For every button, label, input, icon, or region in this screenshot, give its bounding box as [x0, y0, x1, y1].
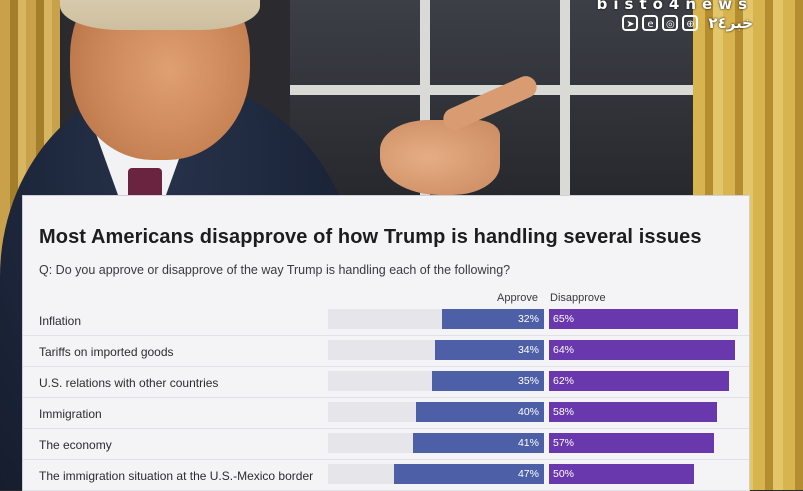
- approve-bar: 35%: [432, 371, 544, 391]
- chart-card: Most Americans disapprove of how Trump i…: [23, 196, 749, 491]
- instagram-icon: ◎: [662, 15, 679, 31]
- approve-value-label: 35%: [517, 375, 539, 387]
- approve-bar: 41%: [412, 433, 544, 453]
- category-label: Immigration: [39, 407, 102, 421]
- approve-value-label: 41%: [517, 437, 539, 449]
- legend-disapprove: Disapprove: [550, 292, 606, 304]
- disapprove-bar: 50%: [549, 464, 694, 484]
- disapprove-value-label: 58%: [553, 406, 575, 418]
- disapprove-bar: 64%: [549, 340, 735, 360]
- approve-bar: 40%: [416, 402, 544, 422]
- category-label: The economy: [39, 438, 112, 452]
- chart-subtitle: Q: Do you approve or disapprove of the w…: [39, 263, 511, 277]
- row-divider: [23, 397, 749, 398]
- disapprove-bar: 65%: [549, 309, 738, 329]
- e-icon: e: [642, 15, 659, 31]
- row-divider: [23, 459, 749, 460]
- chart-title: Most Americans disapprove of how Trump i…: [39, 226, 702, 248]
- chart-row: The economy 41% 57%: [23, 429, 749, 460]
- row-divider: [23, 366, 749, 367]
- category-label: U.S. relations with other countries: [39, 376, 219, 390]
- disapprove-value-label: 57%: [553, 437, 575, 449]
- watermark-arabic-logo: خبر۲٤: [708, 14, 753, 32]
- approve-bar: 32%: [441, 309, 544, 329]
- globe-icon: ⊕: [682, 15, 699, 31]
- approve-bar: 34%: [435, 340, 544, 360]
- person-hand: [380, 120, 500, 195]
- chart-row: Inflation 32% 65%: [23, 305, 749, 336]
- approve-value-label: 40%: [517, 406, 539, 418]
- disapprove-bar: 58%: [549, 402, 718, 422]
- person-hair: [60, 0, 260, 30]
- row-divider: [23, 335, 749, 336]
- approve-value-label: 32%: [517, 313, 539, 325]
- disapprove-value-label: 65%: [553, 313, 575, 325]
- disapprove-bar: 62%: [549, 371, 729, 391]
- watermark: bisto4news ➤ e ◎ ⊕ خبر۲٤: [523, 0, 753, 34]
- approve-value-label: 34%: [517, 344, 539, 356]
- disapprove-bar: 57%: [549, 433, 715, 453]
- disapprove-value-label: 62%: [553, 375, 575, 387]
- watermark-site-name: bisto4news: [596, 0, 753, 13]
- category-label: The immigration situation at the U.S.-Me…: [39, 469, 314, 483]
- disapprove-value-label: 50%: [553, 468, 575, 480]
- row-divider: [23, 428, 749, 429]
- legend-approve: Approve: [497, 292, 538, 304]
- chart-row: Immigration 40% 58%: [23, 398, 749, 429]
- watermark-icons: ➤ e ◎ ⊕ خبر۲٤: [523, 14, 753, 32]
- approve-bar: 47%: [393, 464, 544, 484]
- window-mullion: [420, 0, 430, 200]
- category-label: Tariffs on imported goods: [39, 345, 174, 359]
- chart-row: U.S. relations with other countries 35% 62…: [23, 367, 749, 398]
- approve-value-label: 47%: [517, 468, 539, 480]
- chart-row: Tariffs on imported goods 34% 64%: [23, 336, 749, 367]
- disapprove-value-label: 64%: [553, 344, 575, 356]
- chart-row: The immigration situation at the U.S.-Me…: [23, 460, 749, 491]
- window-mullion: [560, 0, 570, 200]
- telegram-icon: ➤: [622, 15, 639, 31]
- category-label: Inflation: [39, 314, 82, 328]
